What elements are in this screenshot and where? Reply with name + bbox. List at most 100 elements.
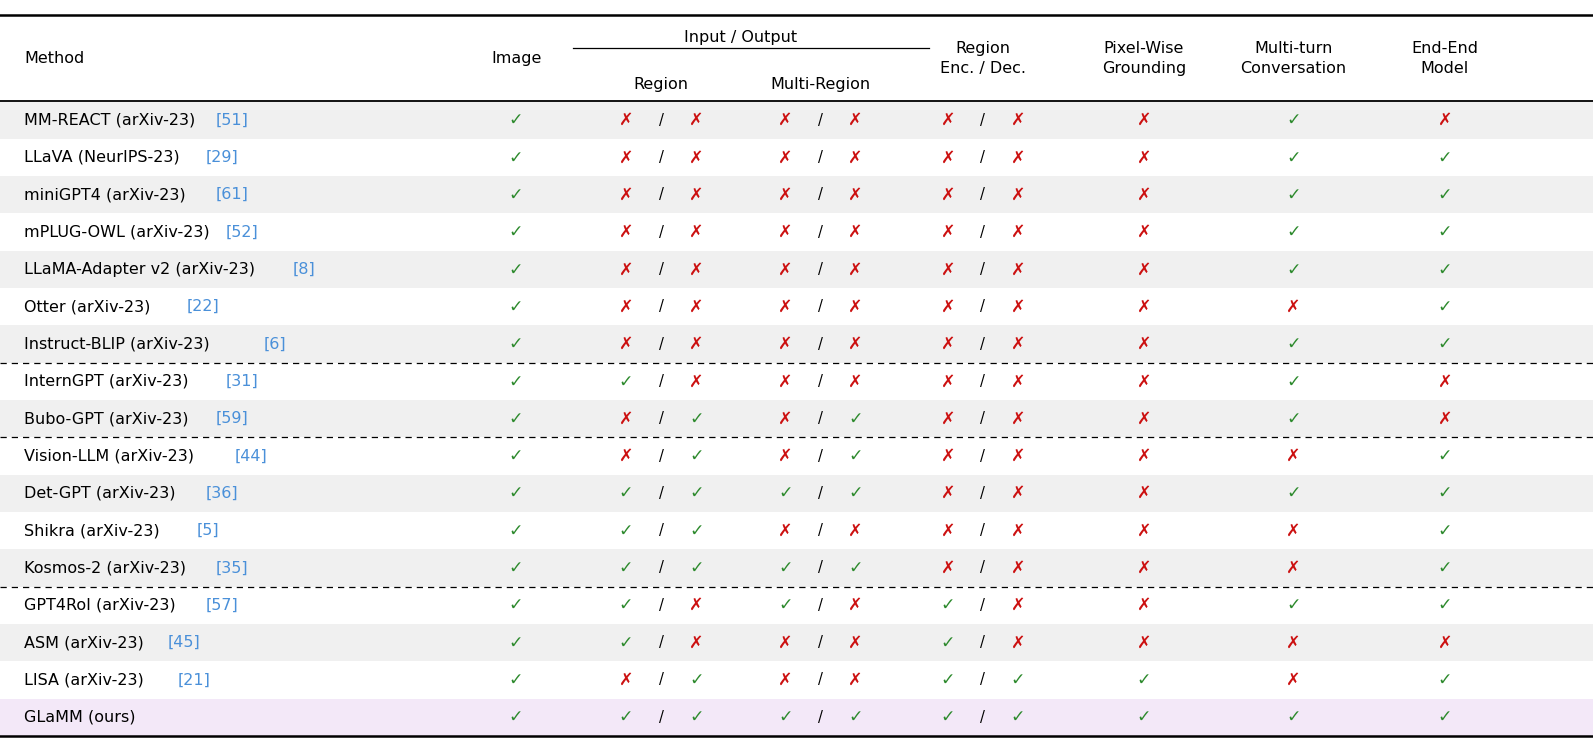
Text: ✓: ✓ xyxy=(940,671,956,689)
Text: ✗: ✗ xyxy=(777,297,793,315)
Text: ✗: ✗ xyxy=(618,410,634,427)
Text: ✓: ✓ xyxy=(618,596,634,614)
Text: [5]: [5] xyxy=(196,523,218,538)
Bar xyxy=(0,15,1593,101)
Bar xyxy=(0,176,1593,213)
Text: ✗: ✗ xyxy=(847,297,863,315)
Text: ✓: ✓ xyxy=(1437,671,1453,689)
Text: /: / xyxy=(817,672,824,687)
Text: /: / xyxy=(658,299,664,314)
Text: ✗: ✗ xyxy=(777,111,793,129)
Text: ✗: ✗ xyxy=(940,484,956,502)
Text: ✓: ✓ xyxy=(940,634,956,652)
Bar xyxy=(0,325,1593,363)
Text: ✗: ✗ xyxy=(1010,634,1026,652)
Text: ✗: ✗ xyxy=(688,634,704,652)
Text: ✓: ✓ xyxy=(618,484,634,502)
Text: ✗: ✗ xyxy=(1437,410,1453,427)
Text: ✓: ✓ xyxy=(688,484,704,502)
Text: ✗: ✗ xyxy=(1136,559,1152,577)
Text: Det-GPT (arXiv-23): Det-GPT (arXiv-23) xyxy=(24,486,180,501)
Text: /: / xyxy=(658,412,664,426)
Text: ✗: ✗ xyxy=(1136,261,1152,279)
Text: [51]: [51] xyxy=(215,113,249,128)
Text: ✗: ✗ xyxy=(1010,372,1026,391)
Text: ✗: ✗ xyxy=(777,447,793,465)
Text: ✓: ✓ xyxy=(1286,111,1301,129)
Text: Region: Region xyxy=(634,77,688,92)
Text: ✗: ✗ xyxy=(777,671,793,689)
Text: /: / xyxy=(980,187,986,202)
Text: ✗: ✗ xyxy=(940,297,956,315)
Text: Region
Enc. / Dec.: Region Enc. / Dec. xyxy=(940,41,1026,76)
Text: ✗: ✗ xyxy=(777,185,793,204)
Text: ✗: ✗ xyxy=(1010,596,1026,614)
Bar xyxy=(0,400,1593,437)
Text: ✓: ✓ xyxy=(1437,335,1453,353)
Text: ✗: ✗ xyxy=(1010,484,1026,502)
Text: ✗: ✗ xyxy=(1136,111,1152,129)
Text: InternGPT (arXiv-23): InternGPT (arXiv-23) xyxy=(24,374,193,389)
Text: ✓: ✓ xyxy=(508,223,524,241)
Text: ✗: ✗ xyxy=(1136,484,1152,502)
Text: [59]: [59] xyxy=(215,412,249,426)
Text: ✓: ✓ xyxy=(1286,372,1301,391)
Text: ✗: ✗ xyxy=(1286,522,1301,540)
Text: ✗: ✗ xyxy=(940,447,956,465)
Text: ✓: ✓ xyxy=(508,671,524,689)
Text: ✗: ✗ xyxy=(618,261,634,279)
Text: ✗: ✗ xyxy=(1010,410,1026,427)
Text: ✓: ✓ xyxy=(1437,149,1453,167)
Text: [44]: [44] xyxy=(234,448,268,463)
Text: /: / xyxy=(980,113,986,128)
Text: ✓: ✓ xyxy=(1010,671,1026,689)
Text: ✓: ✓ xyxy=(688,522,704,540)
Text: ✗: ✗ xyxy=(688,111,704,129)
Text: ✓: ✓ xyxy=(1286,596,1301,614)
Text: ✗: ✗ xyxy=(618,223,634,241)
Text: ✗: ✗ xyxy=(1136,185,1152,204)
Text: ✗: ✗ xyxy=(777,335,793,353)
Text: /: / xyxy=(658,225,664,240)
Text: ✓: ✓ xyxy=(508,522,524,540)
Text: /: / xyxy=(817,486,824,501)
Text: ✓: ✓ xyxy=(940,596,956,614)
Bar xyxy=(0,549,1593,587)
Text: ✗: ✗ xyxy=(688,223,704,241)
Text: [31]: [31] xyxy=(225,374,258,389)
Text: ✓: ✓ xyxy=(688,708,704,726)
Text: ✗: ✗ xyxy=(1437,372,1453,391)
Bar xyxy=(0,587,1593,624)
Text: /: / xyxy=(817,150,824,165)
Text: ✓: ✓ xyxy=(508,111,524,129)
Text: /: / xyxy=(980,262,986,277)
Text: ✗: ✗ xyxy=(1286,447,1301,465)
Text: /: / xyxy=(817,448,824,463)
Text: ✓: ✓ xyxy=(508,410,524,427)
Text: Instruct-BLIP (arXiv-23): Instruct-BLIP (arXiv-23) xyxy=(24,336,215,351)
Text: ✗: ✗ xyxy=(777,149,793,167)
Text: ✓: ✓ xyxy=(688,410,704,427)
Text: ✗: ✗ xyxy=(1010,111,1026,129)
Text: ✓: ✓ xyxy=(777,484,793,502)
Text: /: / xyxy=(980,523,986,538)
Text: ✗: ✗ xyxy=(777,634,793,652)
Text: ✗: ✗ xyxy=(1437,634,1453,652)
Text: mPLUG-OWL (arXiv-23): mPLUG-OWL (arXiv-23) xyxy=(24,225,215,240)
Text: ✓: ✓ xyxy=(777,708,793,726)
Text: ✓: ✓ xyxy=(618,372,634,391)
Text: ✓: ✓ xyxy=(1286,223,1301,241)
Text: ✗: ✗ xyxy=(1010,223,1026,241)
Text: /: / xyxy=(658,672,664,687)
Text: ✓: ✓ xyxy=(1286,484,1301,502)
Text: /: / xyxy=(658,523,664,538)
Text: ✓: ✓ xyxy=(1136,671,1152,689)
Text: [6]: [6] xyxy=(263,336,287,351)
Text: /: / xyxy=(658,486,664,501)
Text: ✓: ✓ xyxy=(688,559,704,577)
Text: /: / xyxy=(980,560,986,575)
Text: /: / xyxy=(980,448,986,463)
Text: ✗: ✗ xyxy=(618,335,634,353)
Text: ✗: ✗ xyxy=(777,410,793,427)
Text: Otter (arXiv-23): Otter (arXiv-23) xyxy=(24,299,156,314)
